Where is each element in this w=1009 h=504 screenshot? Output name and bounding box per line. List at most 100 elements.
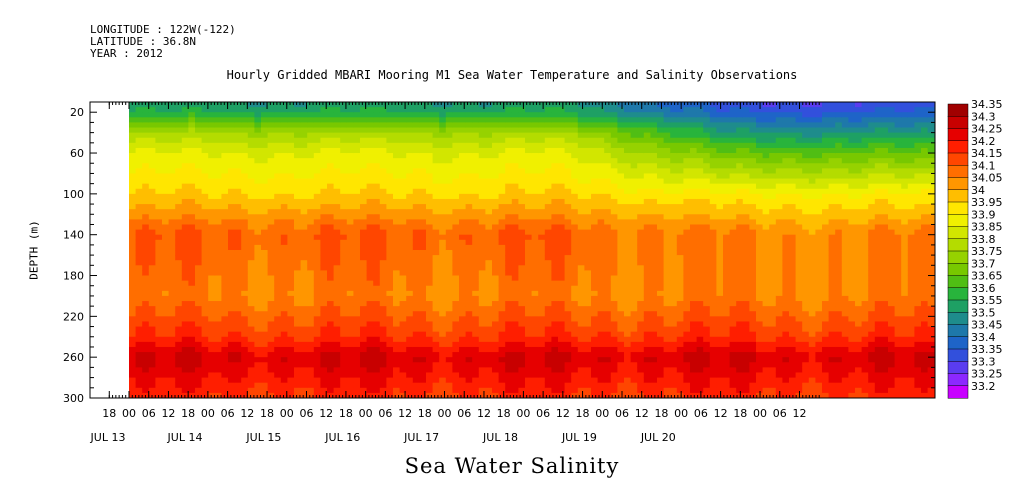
salinity-cell xyxy=(597,117,605,123)
salinity-cell xyxy=(637,341,645,348)
salinity-cell xyxy=(280,163,288,169)
salinity-cell xyxy=(247,357,255,363)
salinity-cell xyxy=(214,362,222,368)
salinity-cell xyxy=(505,117,513,123)
salinity-cell xyxy=(617,102,625,108)
salinity-cell xyxy=(445,367,453,373)
salinity-cell xyxy=(445,244,453,251)
salinity-cell xyxy=(426,229,433,236)
salinity-cell xyxy=(201,214,209,220)
salinity-cell xyxy=(221,163,229,169)
salinity-cell xyxy=(663,137,671,144)
salinity-cell xyxy=(432,183,440,190)
salinity-cell xyxy=(485,255,493,261)
salinity-cell xyxy=(419,336,427,343)
salinity-cell xyxy=(221,107,229,113)
salinity-cell xyxy=(564,193,572,200)
salinity-cell xyxy=(155,250,163,256)
salinity-cell xyxy=(426,367,433,373)
salinity-cell xyxy=(452,188,460,195)
salinity-cell xyxy=(426,392,433,399)
salinity-cell xyxy=(386,117,394,123)
salinity-cell xyxy=(459,204,466,210)
salinity-cell xyxy=(564,183,572,190)
salinity-cell xyxy=(624,244,631,251)
salinity-cell xyxy=(459,168,466,174)
salinity-cell xyxy=(683,122,691,128)
salinity-cell xyxy=(300,112,308,118)
salinity-cell xyxy=(129,270,136,276)
salinity-cell xyxy=(426,387,433,394)
salinity-cell xyxy=(558,295,565,302)
salinity-cell xyxy=(261,224,268,230)
salinity-cell xyxy=(604,316,612,322)
salinity-cell xyxy=(195,107,202,113)
salinity-cell xyxy=(208,158,216,164)
salinity-cell xyxy=(419,301,427,307)
salinity-cell xyxy=(604,280,612,287)
salinity-cell xyxy=(419,290,427,297)
salinity-cell xyxy=(162,209,169,215)
salinity-cell xyxy=(498,173,506,179)
salinity-cell xyxy=(558,357,565,363)
salinity-cell xyxy=(439,346,447,353)
salinity-cell xyxy=(148,367,156,373)
salinity-cell xyxy=(320,188,328,195)
salinity-cell xyxy=(221,321,229,327)
salinity-cell xyxy=(577,158,585,164)
salinity-cell xyxy=(214,255,222,261)
salinity-cell xyxy=(597,183,605,190)
salinity-cell xyxy=(195,127,202,134)
salinity-cell xyxy=(254,183,262,190)
salinity-cell xyxy=(313,244,321,251)
salinity-cell xyxy=(538,377,546,384)
salinity-cell xyxy=(228,147,235,154)
salinity-cell xyxy=(247,168,255,174)
salinity-cell xyxy=(492,341,499,348)
salinity-cell xyxy=(426,183,433,190)
salinity-cell xyxy=(584,285,592,292)
salinity-cell xyxy=(366,306,374,312)
salinity-cell xyxy=(597,244,605,251)
salinity-cell xyxy=(393,163,400,169)
salinity-cell xyxy=(676,280,684,287)
salinity-cell xyxy=(531,346,539,353)
salinity-cell xyxy=(525,392,532,399)
salinity-cell xyxy=(610,137,618,144)
salinity-cell xyxy=(181,346,189,353)
salinity-cell xyxy=(379,255,387,261)
salinity-cell xyxy=(129,321,136,327)
salinity-cell xyxy=(624,346,631,353)
salinity-cell xyxy=(135,311,143,317)
salinity-cell xyxy=(492,260,499,266)
salinity-cell xyxy=(624,367,631,373)
salinity-cell xyxy=(135,382,143,389)
salinity-cell xyxy=(379,280,387,287)
salinity-cell xyxy=(135,372,143,378)
salinity-cell xyxy=(241,387,249,394)
salinity-cell xyxy=(148,275,156,282)
salinity-cell xyxy=(525,387,532,394)
salinity-cell xyxy=(577,107,585,113)
salinity-cell xyxy=(406,377,414,384)
salinity-cell xyxy=(472,275,480,282)
salinity-cell xyxy=(181,147,189,154)
salinity-cell xyxy=(690,280,697,287)
salinity-cell xyxy=(168,260,176,266)
salinity-cell xyxy=(597,372,605,378)
salinity-cell xyxy=(630,301,638,307)
salinity-cell xyxy=(168,229,176,236)
salinity-cell xyxy=(287,336,295,343)
salinity-cell xyxy=(267,117,275,123)
salinity-cell xyxy=(459,326,466,333)
salinity-cell xyxy=(432,214,440,220)
salinity-cell xyxy=(597,290,605,297)
salinity-cell xyxy=(379,188,387,195)
salinity-cell xyxy=(399,382,407,389)
salinity-cell xyxy=(525,367,532,373)
salinity-cell xyxy=(313,295,321,302)
salinity-cell xyxy=(254,387,262,394)
salinity-cell xyxy=(538,107,546,113)
salinity-cell xyxy=(261,214,268,220)
salinity-cell xyxy=(228,265,235,271)
